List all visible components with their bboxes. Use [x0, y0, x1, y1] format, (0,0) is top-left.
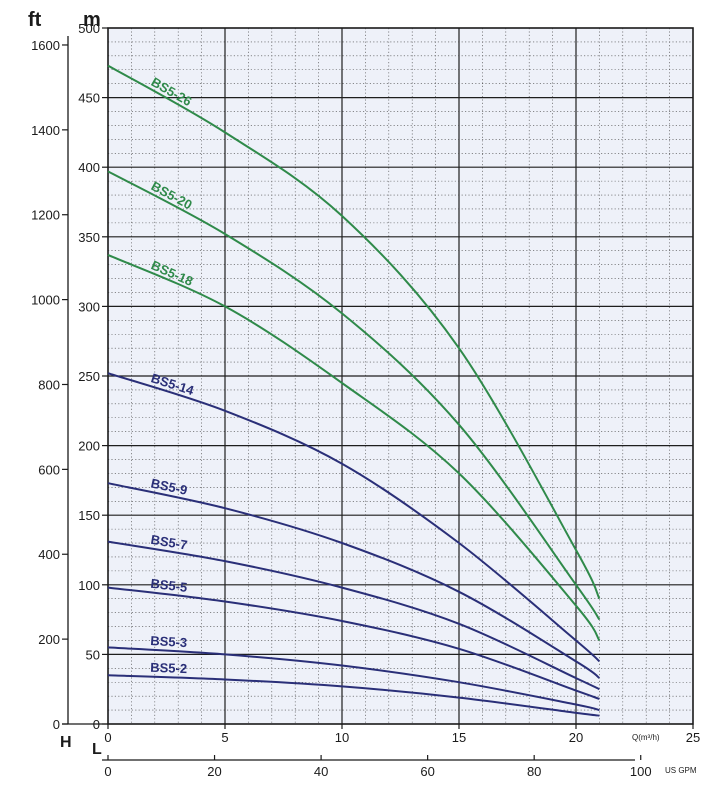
x-tick-label-gpm: 40 [314, 764, 328, 779]
y-tick-label-m: 200 [78, 439, 100, 454]
series-line-bs5-18 [107, 253, 601, 642]
series-label-bs5-3: BS5-3 [150, 633, 188, 650]
y-tick-label-m: 500 [78, 21, 100, 36]
y-tick-label-m: 450 [78, 91, 100, 106]
grid-layer [108, 28, 693, 724]
y-tick-label-ft: 600 [38, 462, 60, 477]
series-line-bs5-9 [107, 482, 601, 679]
y-tick-label-m: 150 [78, 508, 100, 523]
x-tick-label-q: 15 [452, 730, 466, 745]
series-label-bs5-7: BS5-7 [150, 532, 189, 553]
x-tick-label-q: 10 [335, 730, 349, 745]
x-axis-flow-m3h-label: Q(m³/h) [632, 733, 660, 742]
head-axis-letter: H [60, 734, 72, 751]
x-tick-label-gpm: 0 [104, 764, 111, 779]
unit-label-ft: ft [28, 9, 42, 31]
axes-layer: 0501001502002503003504004505000200400600… [31, 21, 700, 779]
series-line-bs5-20 [107, 170, 601, 621]
x-tick-label-gpm: 20 [207, 764, 221, 779]
series-line-bs5-3 [107, 646, 600, 712]
y-tick-label-m: 350 [78, 230, 100, 245]
y-tick-label-m: 300 [78, 299, 100, 314]
y-tick-label-m: 250 [78, 369, 100, 384]
x-tick-label-q: 5 [221, 730, 228, 745]
x-tick-label-q: 0 [104, 730, 111, 745]
series-line-bs5-7 [107, 540, 600, 691]
series-line-bs5-2 [107, 674, 600, 717]
y-tick-label-ft: 800 [38, 377, 60, 392]
y-tick-label-ft: 1600 [31, 38, 60, 53]
x-tick-label-q: 20 [569, 730, 583, 745]
series-label-bs5-5: BS5-5 [150, 576, 188, 595]
y-tick-label-ft: 1000 [31, 293, 60, 308]
series-layer [107, 64, 601, 717]
x-tick-label-gpm: 80 [527, 764, 541, 779]
y-tick-label-ft: 400 [38, 547, 60, 562]
y-tick-label-m: 50 [86, 647, 100, 662]
series-label-bs5-2: BS5-2 [150, 660, 187, 676]
x-tick-label-gpm: 60 [420, 764, 434, 779]
series-line-bs5-26 [107, 64, 601, 600]
y-tick-label-ft: 0 [53, 717, 60, 732]
series-line-bs5-14 [107, 372, 601, 663]
series-line-bs5-5 [107, 586, 600, 700]
unit-label-m: m [83, 9, 101, 31]
y-tick-label-m: 100 [78, 578, 100, 593]
flow-axis-letter: L [92, 741, 102, 758]
y-tick-label-ft: 200 [38, 632, 60, 647]
y-tick-label-ft: 1200 [31, 208, 60, 223]
y-tick-label-ft: 1400 [31, 123, 60, 138]
x-tick-label-q: 25 [686, 730, 700, 745]
x-axis-gpm-label: US GPM [665, 766, 697, 775]
x-tick-label-gpm: 100 [630, 764, 652, 779]
y-tick-label-m: 400 [78, 160, 100, 175]
